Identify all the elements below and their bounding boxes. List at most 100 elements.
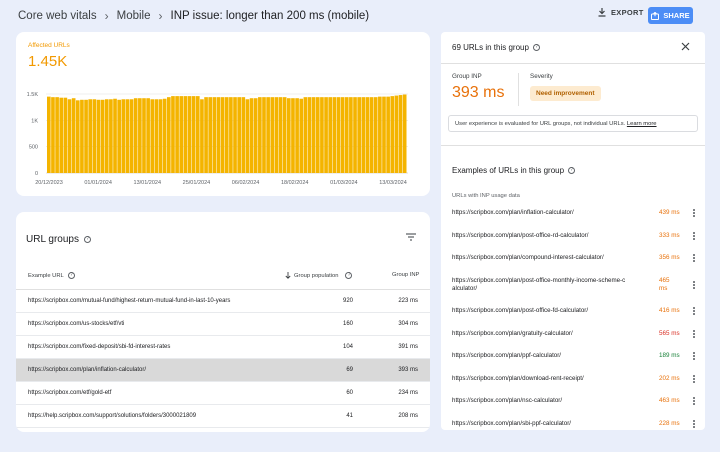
example-url[interactable]: https://scripbox.com/plan/post-office-mo… bbox=[452, 277, 625, 293]
chart-bar[interactable] bbox=[386, 96, 390, 173]
breadcrumb-mobile[interactable]: Mobile bbox=[116, 10, 151, 22]
help-icon[interactable]: ? bbox=[345, 272, 353, 279]
example-url[interactable]: https://scripbox.com/plan/ppf-calculator… bbox=[452, 352, 562, 359]
more-vert-icon[interactable] bbox=[691, 209, 697, 218]
chart-bar[interactable] bbox=[291, 98, 295, 173]
chart-bar[interactable] bbox=[390, 96, 395, 173]
more-vert-icon[interactable] bbox=[691, 330, 697, 339]
chart-bar[interactable] bbox=[320, 97, 324, 173]
example-url[interactable]: https://scripbox.com/plan/post-office-fd… bbox=[452, 307, 589, 314]
share-button[interactable]: SHARE bbox=[648, 7, 693, 24]
chart-bar[interactable] bbox=[84, 99, 88, 173]
more-vert-icon[interactable] bbox=[691, 232, 697, 241]
chart-bar[interactable] bbox=[274, 97, 279, 173]
chart-bar[interactable] bbox=[100, 99, 105, 173]
chart-bar[interactable] bbox=[55, 97, 59, 173]
chart-bar[interactable] bbox=[208, 97, 213, 173]
more-vert-icon[interactable] bbox=[691, 281, 697, 290]
chart-bar[interactable] bbox=[59, 97, 64, 173]
chart-bar[interactable] bbox=[349, 97, 353, 173]
chart-bar[interactable] bbox=[249, 98, 254, 173]
chart-bar[interactable] bbox=[382, 96, 386, 173]
table-row[interactable]: https://scripbox.com/etf/gold-etf 60 234… bbox=[16, 382, 430, 405]
chart-bar[interactable] bbox=[200, 99, 204, 173]
chart-bar[interactable] bbox=[195, 96, 200, 173]
table-row[interactable]: https://scripbox.com/us-stocks/etf/vti 1… bbox=[16, 313, 430, 336]
more-vert-icon[interactable] bbox=[691, 254, 697, 263]
chart-bar[interactable] bbox=[315, 97, 320, 173]
chart-bar[interactable] bbox=[394, 95, 399, 173]
help-icon[interactable]: ? bbox=[67, 272, 75, 279]
chart-bar[interactable] bbox=[80, 99, 84, 173]
chart-bar[interactable] bbox=[262, 97, 266, 173]
chart-bar[interactable] bbox=[63, 97, 68, 173]
chart-bar[interactable] bbox=[204, 97, 208, 173]
chart-bar[interactable] bbox=[270, 97, 275, 173]
chart-bar[interactable] bbox=[183, 96, 188, 173]
chart-bar[interactable] bbox=[121, 99, 126, 173]
chart-bar[interactable] bbox=[245, 99, 250, 173]
chart-bar[interactable] bbox=[353, 97, 357, 173]
example-url[interactable]: https://scripbox.com/plan/download-rent-… bbox=[452, 375, 584, 382]
chart-bar[interactable] bbox=[365, 97, 370, 173]
chart-bar[interactable] bbox=[162, 98, 167, 173]
chart-bar[interactable] bbox=[373, 97, 378, 173]
chart-bar[interactable] bbox=[253, 98, 258, 173]
chart-bar[interactable] bbox=[287, 98, 291, 173]
chart-bar[interactable] bbox=[117, 99, 121, 173]
chart-bar[interactable] bbox=[51, 97, 55, 173]
chart-bar[interactable] bbox=[146, 98, 150, 173]
learn-more-link[interactable]: Learn more bbox=[626, 121, 657, 127]
breadcrumb-core-web-vitals[interactable]: Core web vitals bbox=[18, 10, 97, 22]
help-icon[interactable]: ? bbox=[532, 44, 540, 51]
chart-bar[interactable] bbox=[307, 97, 312, 173]
chart-bar[interactable] bbox=[109, 99, 113, 173]
chart-bar[interactable] bbox=[229, 97, 233, 173]
close-icon[interactable] bbox=[681, 42, 690, 51]
chart-bar[interactable] bbox=[187, 96, 192, 173]
chart-bar[interactable] bbox=[295, 98, 299, 173]
chart-bar[interactable] bbox=[369, 97, 374, 173]
example-url[interactable]: https://scripbox.com/plan/nsc-calculator… bbox=[452, 397, 563, 404]
help-icon[interactable]: ? bbox=[568, 167, 576, 174]
example-url[interactable]: https://scripbox.com/plan/gratuity-calcu… bbox=[452, 330, 573, 337]
chart-bar[interactable] bbox=[336, 97, 341, 173]
table-row[interactable]: https://help.scripbox.com/support/soluti… bbox=[16, 405, 430, 428]
example-url[interactable]: https://scripbox.com/plan/compound-inter… bbox=[452, 254, 604, 261]
chart-bar[interactable] bbox=[378, 96, 382, 173]
filter-icon[interactable] bbox=[406, 233, 416, 241]
chart-bar[interactable] bbox=[398, 95, 403, 173]
chart-bar[interactable] bbox=[88, 99, 93, 173]
more-vert-icon[interactable] bbox=[691, 397, 697, 406]
chart-bar[interactable] bbox=[171, 96, 175, 173]
chart-bar[interactable] bbox=[154, 99, 159, 173]
export-button[interactable]: EXPORT bbox=[598, 8, 644, 17]
chart-bar[interactable] bbox=[241, 97, 246, 173]
chart-bar[interactable] bbox=[138, 98, 142, 173]
chart-bar[interactable] bbox=[129, 99, 134, 173]
more-vert-icon[interactable] bbox=[691, 307, 697, 316]
chart-bar[interactable] bbox=[282, 97, 287, 173]
chart-bar[interactable] bbox=[224, 97, 229, 173]
chart-bar[interactable] bbox=[125, 99, 130, 173]
chart-bar[interactable] bbox=[191, 96, 196, 173]
chart-bar[interactable] bbox=[344, 97, 349, 173]
help-icon[interactable]: ? bbox=[84, 236, 91, 243]
column-group-population[interactable]: Group population ? bbox=[285, 272, 353, 279]
chart-bar[interactable] bbox=[167, 97, 171, 173]
chart-bar[interactable] bbox=[328, 97, 333, 173]
example-url[interactable]: https://scripbox.com/plan/sbi-ppf-calcul… bbox=[452, 420, 571, 427]
chart-bar[interactable] bbox=[47, 96, 51, 173]
chart-bar[interactable] bbox=[237, 97, 241, 173]
chart-bar[interactable] bbox=[303, 97, 308, 173]
chart-bar[interactable] bbox=[311, 97, 316, 173]
more-vert-icon[interactable] bbox=[691, 352, 697, 361]
chart-bar[interactable] bbox=[92, 99, 97, 173]
table-row-selected[interactable]: https://scripbox.com/plan/inflation-calc… bbox=[16, 359, 430, 382]
chart-bar[interactable] bbox=[113, 98, 117, 173]
table-row[interactable]: https://scripbox.com/fixed-deposit/sbi-f… bbox=[16, 336, 430, 359]
chart-bar[interactable] bbox=[158, 99, 163, 173]
chart-bar[interactable] bbox=[402, 94, 407, 173]
chart-bar[interactable] bbox=[332, 97, 337, 173]
chart-bar[interactable] bbox=[142, 98, 146, 173]
